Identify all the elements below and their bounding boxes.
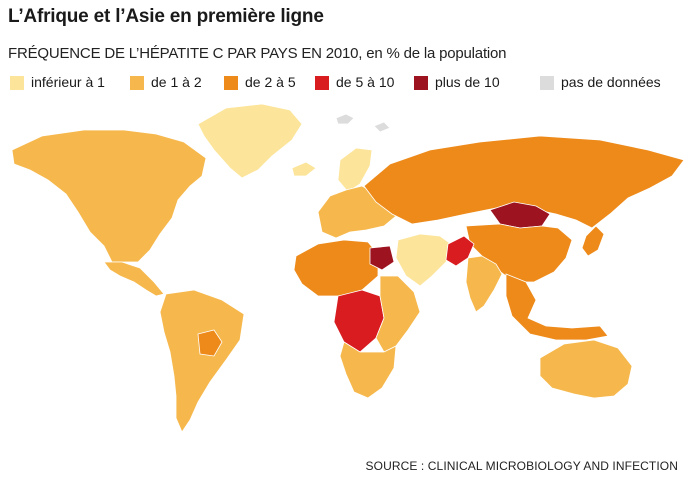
region-bolivia <box>197 329 223 357</box>
legend-swatch-nodata <box>540 76 554 90</box>
map-title: L’Afrique et l’Asie en première ligne <box>8 6 324 27</box>
region-middle-east <box>395 233 455 287</box>
legend-swatch-1to2 <box>130 76 144 90</box>
legend-label-1to2: de 1 à 2 <box>151 74 202 90</box>
world-map <box>11 103 685 433</box>
source-note: SOURCE : CLINICAL MICROBIOLOGY AND INFEC… <box>365 459 678 473</box>
legend-swatch-5to10 <box>315 76 329 90</box>
region-central-america <box>103 261 165 297</box>
legend-label-nodata: pas de données <box>561 74 661 90</box>
legend-swatch-gt10 <box>414 76 428 90</box>
region-southeast-asia <box>505 273 609 341</box>
legend-swatch-2to5 <box>224 76 238 90</box>
region-japan <box>581 225 605 257</box>
region-greenland <box>197 103 303 179</box>
region-russia <box>363 135 685 229</box>
legend-label-2to5: de 2 à 5 <box>245 74 296 90</box>
region-south-america <box>159 289 245 433</box>
legend-swatch-lt1 <box>10 76 24 90</box>
legend-label-gt10: plus de 10 <box>435 74 500 90</box>
region-north-africa <box>293 239 379 297</box>
region-india <box>465 255 503 313</box>
legend-label-lt1: inférieur à 1 <box>31 74 105 90</box>
region-iceland-scandinavia <box>291 147 373 193</box>
region-north-america <box>11 129 207 263</box>
legend: inférieur à 1 de 1 à 2 de 2 à 5 de 5 à 1… <box>10 74 680 94</box>
legend-label-5to10: de 5 à 10 <box>336 74 395 90</box>
region-antarctica-islands <box>335 113 391 133</box>
region-central-africa <box>333 289 385 353</box>
map-subtitle: FRÉQUENCE DE L’HÉPATITE C PAR PAYS EN 20… <box>8 45 507 62</box>
region-australia <box>539 339 633 399</box>
region-southern-africa <box>339 341 397 399</box>
region-egypt <box>369 245 395 271</box>
